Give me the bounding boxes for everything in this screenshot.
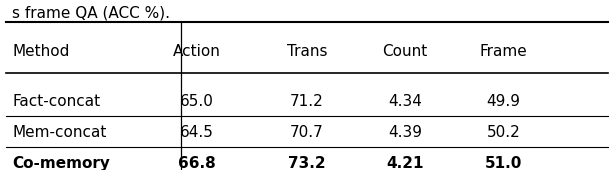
Text: Method: Method — [12, 44, 69, 58]
Text: Fact-concat: Fact-concat — [12, 95, 101, 109]
Text: 70.7: 70.7 — [290, 125, 324, 140]
Text: Trans: Trans — [287, 44, 327, 58]
Text: Count: Count — [383, 44, 428, 58]
Text: Mem-concat: Mem-concat — [12, 125, 107, 140]
Text: 51.0: 51.0 — [485, 156, 522, 170]
Text: Action: Action — [173, 44, 220, 58]
Text: 49.9: 49.9 — [486, 95, 521, 109]
Text: 66.8: 66.8 — [177, 156, 216, 170]
Text: 64.5: 64.5 — [179, 125, 214, 140]
Text: 65.0: 65.0 — [179, 95, 214, 109]
Text: 4.39: 4.39 — [388, 125, 422, 140]
Text: Frame: Frame — [480, 44, 527, 58]
Text: 50.2: 50.2 — [487, 125, 520, 140]
Text: 73.2: 73.2 — [288, 156, 326, 170]
Text: 71.2: 71.2 — [290, 95, 324, 109]
Text: 4.21: 4.21 — [386, 156, 424, 170]
Text: Co-memory: Co-memory — [12, 156, 110, 170]
Text: s frame QA (ACC %).: s frame QA (ACC %). — [12, 5, 170, 20]
Text: 4.34: 4.34 — [388, 95, 422, 109]
